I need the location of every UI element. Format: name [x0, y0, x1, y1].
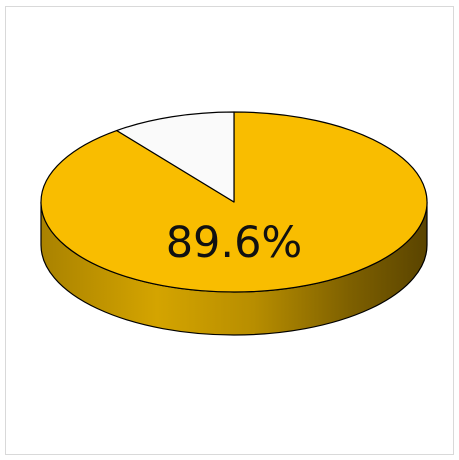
data-label-major-slice: 89.6%	[166, 218, 303, 268]
pie-slice-1	[116, 111, 235, 203]
